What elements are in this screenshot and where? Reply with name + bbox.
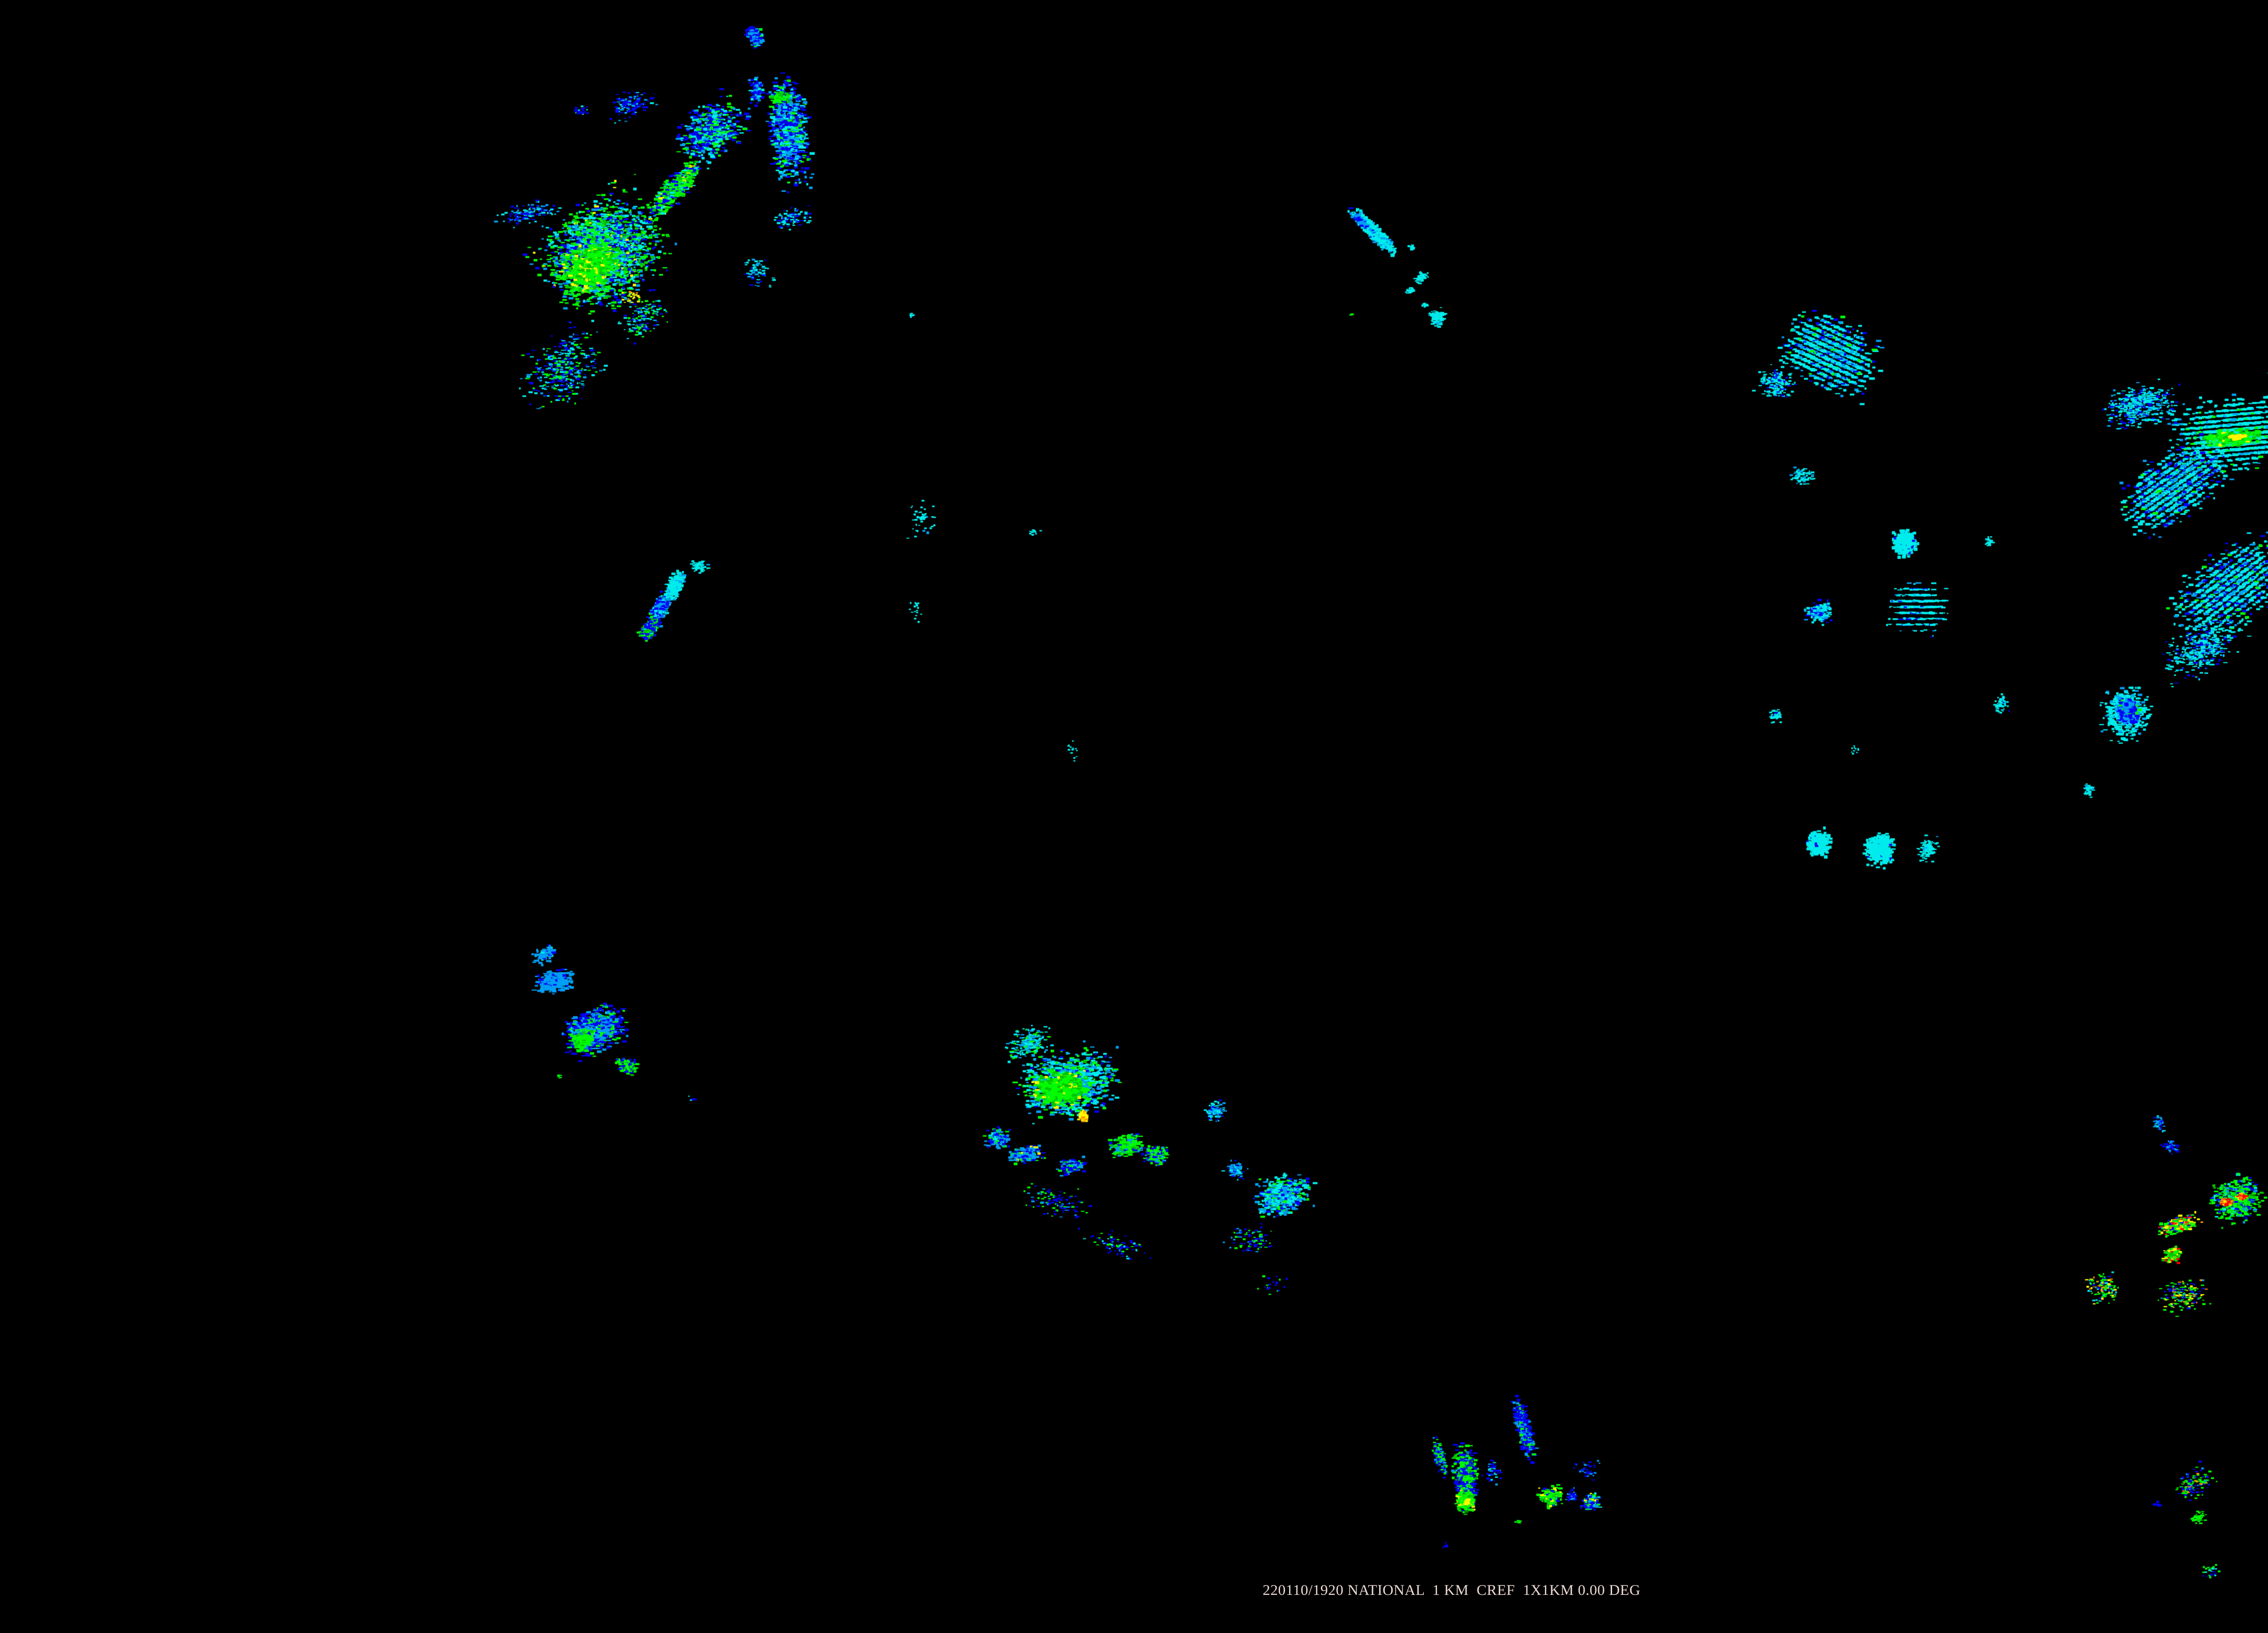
product-status-line: 220110/1920 NATIONAL 1 KM CREF 1X1KM 0.0… bbox=[1262, 1582, 1641, 1599]
